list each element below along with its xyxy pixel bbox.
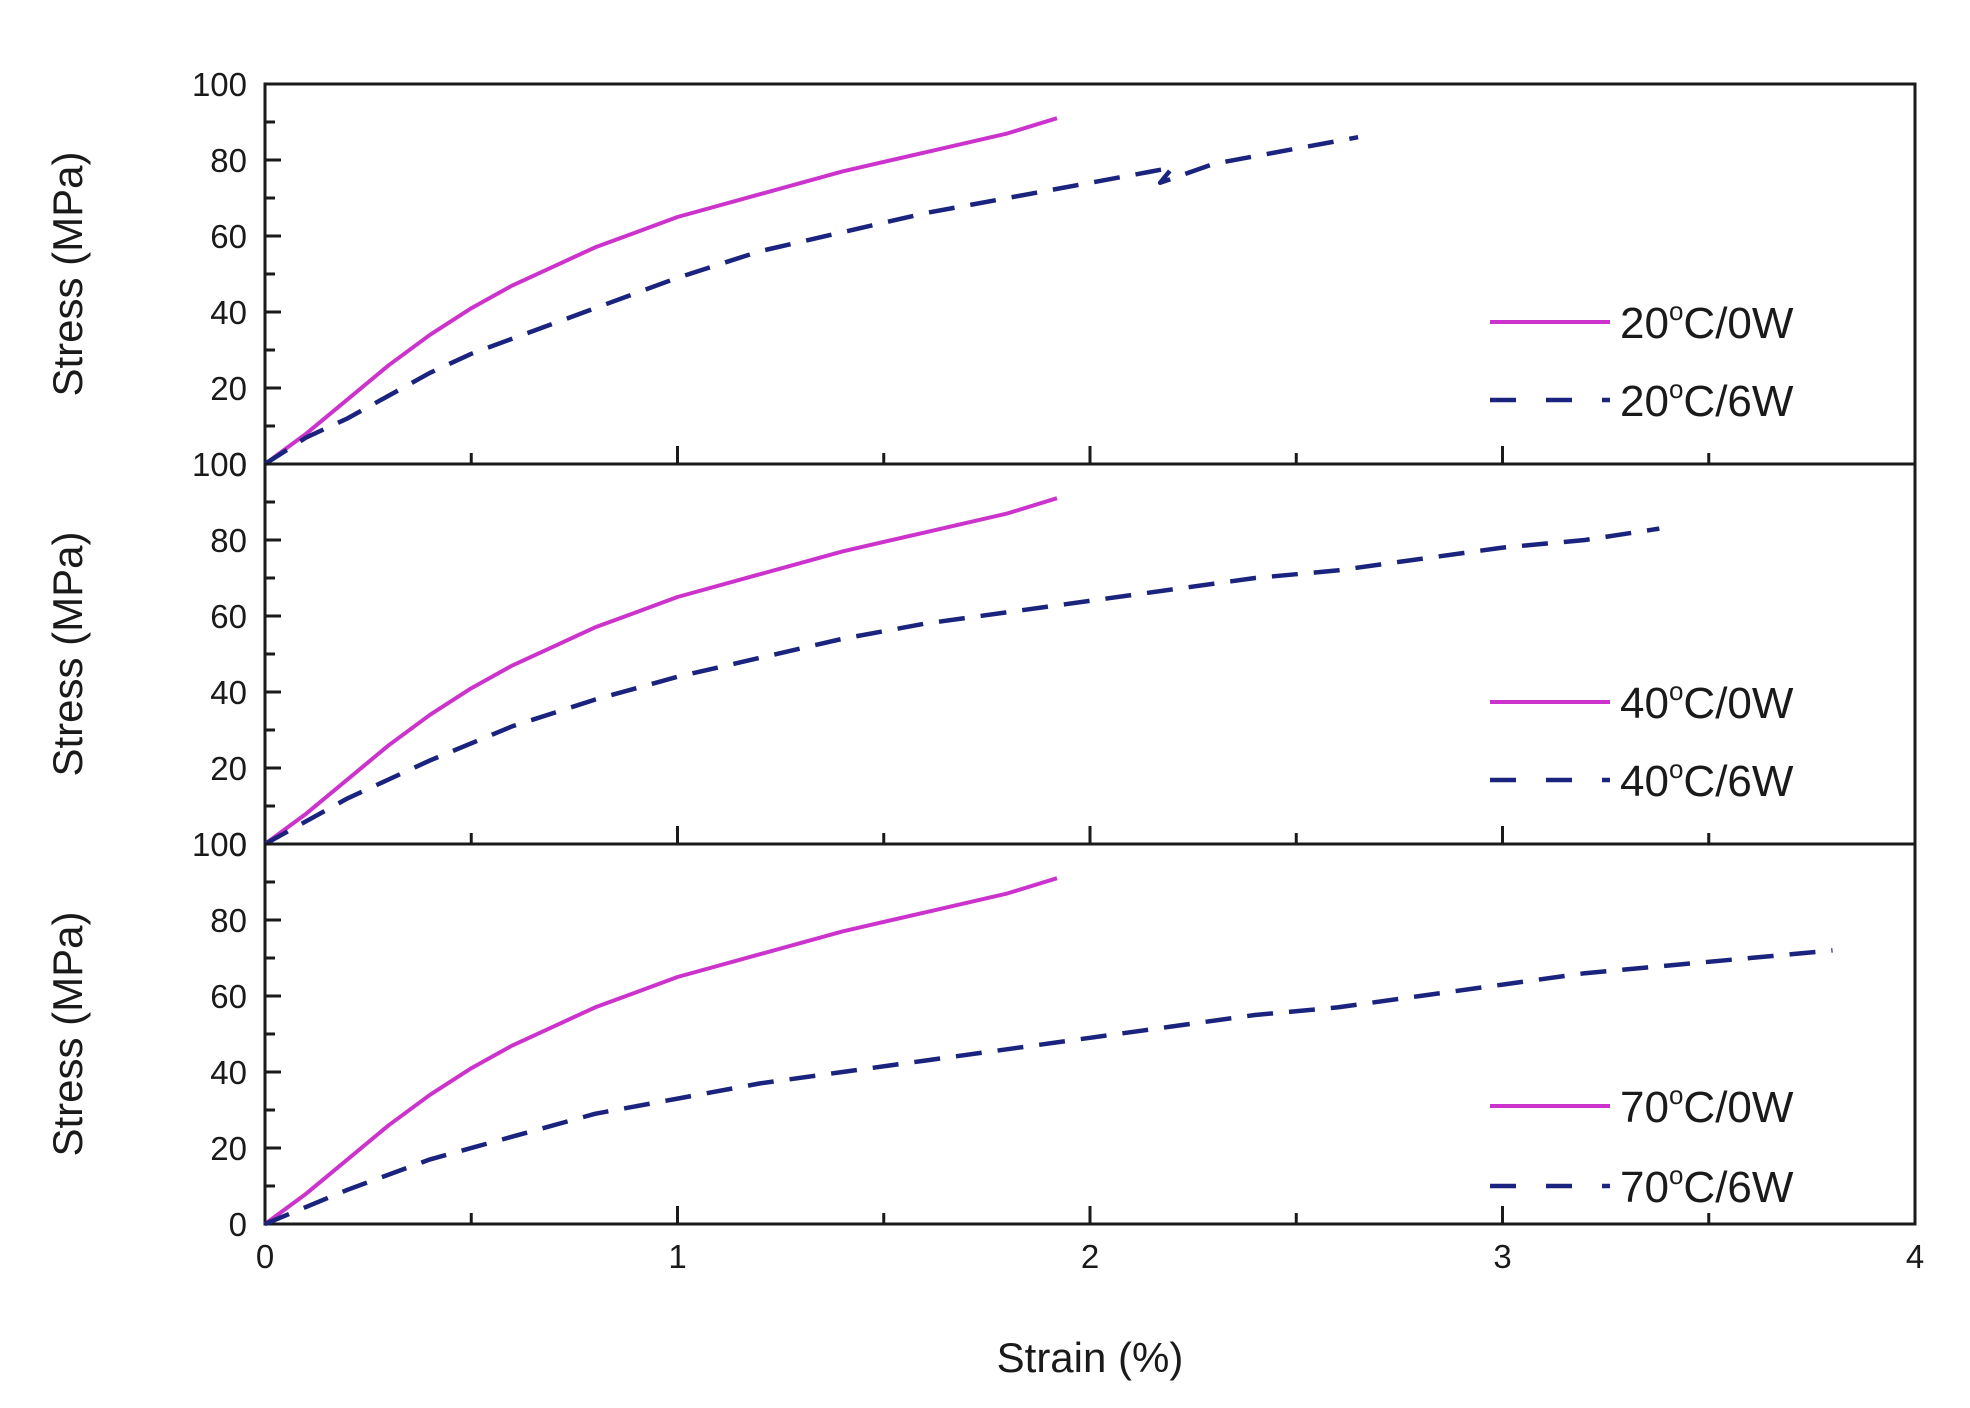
y-axis-title: Stress (MPa) — [44, 151, 91, 396]
series-line-40-6w — [263, 526, 1660, 846]
legend-suffix: C/0W — [1683, 679, 1793, 728]
series-line-70-0w — [263, 876, 1058, 1226]
y-tick-label: 100 — [192, 446, 247, 483]
legend-label: 20oC/0W — [1620, 296, 1794, 348]
y-tick-label: 60 — [210, 598, 247, 635]
y-tick-label: 40 — [210, 294, 247, 331]
x-tick-label: 4 — [1906, 1238, 1924, 1275]
y-tick-label: 20 — [210, 1130, 247, 1167]
legend-label: 70oC/0W — [1620, 1080, 1794, 1132]
x-tick-label: 3 — [1493, 1238, 1511, 1275]
legend-degree: o — [1669, 374, 1683, 404]
x-tick-label: 0 — [256, 1238, 274, 1275]
series-line-70-6w — [264, 948, 1833, 1227]
legend-degree: o — [1669, 1080, 1683, 1110]
y-tick-label: 0 — [229, 826, 247, 863]
legend-degree: o — [1669, 296, 1683, 326]
legend-label: 20oC/6W — [1620, 374, 1794, 426]
legend-temp: 40 — [1620, 679, 1669, 728]
series-line-40-0w — [263, 496, 1058, 846]
legend-temp: 70 — [1620, 1083, 1669, 1132]
y-tick-label: 40 — [210, 674, 247, 711]
y-tick-label: 20 — [210, 750, 247, 787]
y-axis-title: Stress (MPa) — [44, 531, 91, 776]
legend-temp: 20 — [1620, 299, 1669, 348]
y-tick-label: 80 — [210, 902, 247, 939]
legend-temp: 40 — [1620, 757, 1669, 806]
y-tick-label: 80 — [210, 142, 247, 179]
series-line-20-0w — [263, 116, 1058, 466]
x-axis-title: Strain (%) — [997, 1334, 1184, 1381]
y-tick-label: 0 — [229, 1206, 247, 1243]
y-tick-label: 40 — [210, 1054, 247, 1091]
legend-label: 40oC/6W — [1620, 754, 1794, 806]
y-axis-title: Stress (MPa) — [44, 911, 91, 1156]
series-line-20-6w — [263, 134, 1359, 466]
legend-degree: o — [1669, 676, 1683, 706]
legend-label: 40oC/0W — [1620, 676, 1794, 728]
y-tick-label: 20 — [210, 370, 247, 407]
legend-suffix: C/0W — [1683, 299, 1793, 348]
y-tick-label: 0 — [229, 446, 247, 483]
legend-suffix: C/0W — [1683, 1083, 1793, 1132]
y-tick-label: 80 — [210, 522, 247, 559]
y-tick-label: 60 — [210, 218, 247, 255]
x-tick-label: 2 — [1081, 1238, 1099, 1275]
legend-label: 70oC/6W — [1620, 1160, 1794, 1212]
legend-suffix: C/6W — [1683, 1163, 1793, 1212]
legend-suffix: C/6W — [1683, 377, 1793, 426]
y-tick-label: 100 — [192, 826, 247, 863]
legend-temp: 20 — [1620, 377, 1669, 426]
y-tick-label: 60 — [210, 978, 247, 1015]
legend-degree: o — [1669, 1160, 1683, 1190]
legend-suffix: C/6W — [1683, 757, 1793, 806]
legend-degree: o — [1669, 754, 1683, 784]
x-tick-label: 1 — [668, 1238, 686, 1275]
y-tick-label: 100 — [192, 66, 247, 103]
legend-temp: 70 — [1620, 1163, 1669, 1212]
